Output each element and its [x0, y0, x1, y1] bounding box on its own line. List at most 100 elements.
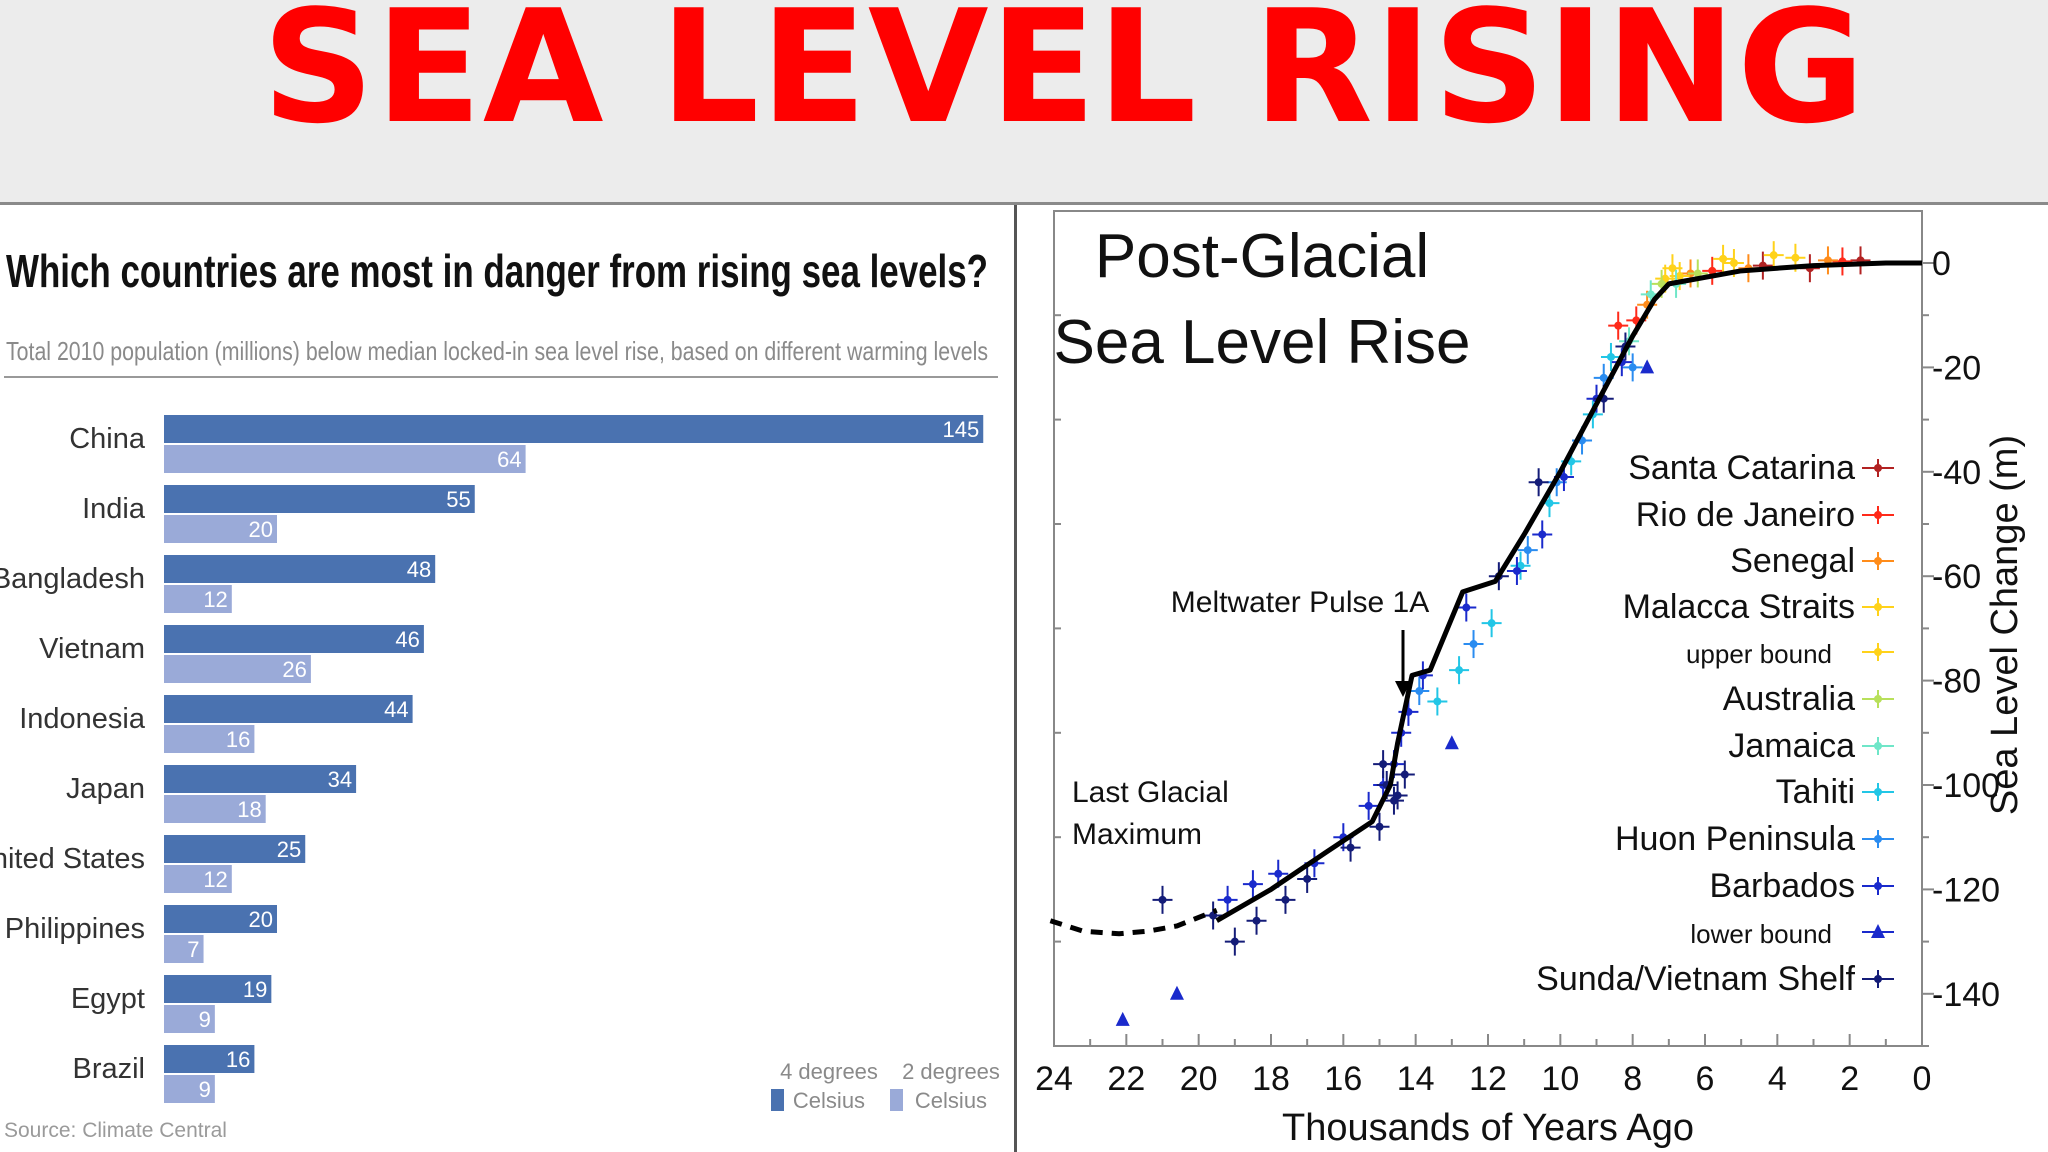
point-sunda-vietnam-shelf: [1340, 833, 1361, 862]
banner-title: SEA LEVEL RISING: [261, 0, 1867, 158]
point-barbados: [1358, 791, 1379, 820]
y-tick-label--60: -60: [1932, 558, 1981, 596]
x-tick-label-14: 14: [1397, 1060, 1435, 1098]
point-sunda-vietnam-shelf: [1528, 468, 1549, 497]
y-tick-label--20: -20: [1932, 349, 1981, 387]
x-tick-label-24: 24: [1035, 1060, 1073, 1098]
legend-label-jamaica: Jamaica: [1728, 727, 1855, 765]
x-tick-label-6: 6: [1696, 1060, 1715, 1098]
bar-bangladesh-2deg: [164, 585, 232, 613]
legend-marker-senegal: [1874, 557, 1882, 565]
point-australia: [1687, 259, 1708, 288]
category-label-china: China: [69, 423, 146, 455]
point-sunda-vietnam-shelf: [1383, 786, 1404, 815]
point-upper-bound: [1662, 254, 1683, 283]
legend-marker-upper-bound: [1874, 648, 1882, 656]
bar-value-indonesia-4deg: 44: [384, 697, 408, 722]
bar-value-egypt-4deg: 19: [243, 977, 267, 1002]
legend-label-barbados: Barbados: [1709, 867, 1855, 905]
legend-label-sunda-vietnam-shelf: Sunda/Vietnam Shelf: [1536, 960, 1855, 998]
x-tick-label-2: 2: [1840, 1060, 1859, 1098]
legend-marker-rio-de-janeiro: [1874, 511, 1882, 519]
point-huon-peninsula: [1517, 536, 1538, 565]
sea-level-curve: [1215, 260, 1922, 923]
point-rio-de-janeiro: [1832, 247, 1853, 276]
category-label-united-states: United States: [0, 843, 145, 875]
x-tick-label-22: 22: [1107, 1060, 1145, 1098]
bar-brazil-2deg: [164, 1075, 215, 1103]
bar-value-india-4deg: 55: [446, 487, 470, 512]
category-label-bangladesh: Bangladesh: [0, 563, 145, 595]
y-tick-label--40: -40: [1932, 454, 1981, 492]
category-label-vietnam: Vietnam: [39, 633, 145, 665]
curve-dashed: [1049, 907, 1218, 937]
category-label-philippines: Philippines: [5, 913, 145, 945]
point-upper-bound: [1713, 244, 1734, 273]
bar-value-philippines-4deg: 20: [249, 907, 273, 932]
bar-value-united-states-4deg: 25: [277, 837, 301, 862]
bar-value-vietnam-2deg: 26: [282, 657, 306, 682]
legend-label-santa-catarina: Santa Catarina: [1628, 449, 1855, 487]
legend-2deg-line1: 2 degrees: [902, 1059, 1000, 1084]
legend-label-malacca-straits: Malacca Straits: [1623, 588, 1855, 626]
x-tick-label-0: 0: [1913, 1060, 1932, 1098]
annotation-lgm-line1: Last Glacial: [1072, 776, 1229, 809]
bar-value-china-4deg: 145: [943, 417, 980, 442]
countries-bar-chart: Which countries are most in danger from …: [0, 245, 1000, 1142]
point-rio-de-janeiro: [1608, 311, 1629, 340]
bar-value-philippines-2deg: 7: [187, 937, 199, 962]
bar-value-brazil-2deg: 9: [199, 1077, 211, 1102]
bar-philippines-4deg: [164, 905, 277, 933]
point-huon-peninsula: [1622, 353, 1643, 382]
point-lower-bound: [1115, 1011, 1130, 1026]
bar-brazil-4deg: [164, 1045, 255, 1073]
legend-marker-lower-bound: [1871, 924, 1885, 938]
point-tahiti: [1449, 656, 1470, 685]
bar-vietnam-2deg: [164, 655, 311, 683]
legend-label-upper-bound: upper bound: [1686, 639, 1832, 669]
x-tick-label-4: 4: [1768, 1060, 1787, 1098]
bar-bangladesh-4deg: [164, 555, 436, 583]
point-lower-bound: [1169, 985, 1184, 1000]
point-rio-de-janeiro: [1702, 256, 1723, 285]
legend-4deg-line1: 4 degrees: [780, 1059, 878, 1084]
legend-marker-sunda-vietnam-shelf: [1874, 975, 1882, 983]
legend-label-huon-peninsula: Huon Peninsula: [1615, 820, 1855, 858]
x-tick-label-12: 12: [1469, 1060, 1507, 1098]
x-tick-label-8: 8: [1623, 1060, 1642, 1098]
x-tick-label-10: 10: [1541, 1060, 1579, 1098]
legend-marker-tahiti: [1874, 788, 1882, 796]
bar-chart-title: Which countries are most in danger from …: [6, 245, 988, 297]
point-huon-peninsula: [1463, 630, 1484, 659]
legend-marker-huon-peninsula: [1874, 835, 1882, 843]
bar-india-2deg: [164, 515, 277, 543]
bar-vietnam-4deg: [164, 625, 424, 653]
x-tick-label-16: 16: [1324, 1060, 1362, 1098]
point-sunda-vietnam-shelf: [1297, 864, 1318, 893]
point-lower-bound: [1444, 735, 1459, 750]
y-tick-label--100: -100: [1932, 767, 2000, 805]
legend-swatch-4deg: [771, 1089, 784, 1111]
y-tick-label--80: -80: [1932, 663, 1981, 701]
y-tick-label-0: 0: [1932, 245, 1951, 283]
bar-value-china-2deg: 64: [497, 447, 521, 472]
legend-2deg-line2: Celsius: [915, 1088, 987, 1113]
point-lower-bound: [1640, 359, 1655, 374]
point-barbados: [1506, 556, 1527, 585]
point-tahiti: [1481, 609, 1502, 638]
countries-bar-chart-panel: Which countries are most in danger from …: [0, 205, 1014, 1152]
bar-value-brazil-4deg: 16: [226, 1047, 250, 1072]
legend-marker-australia: [1874, 695, 1882, 703]
x-axis-label: Thousands of Years Ago: [1282, 1107, 1694, 1149]
x-tick-label-20: 20: [1180, 1060, 1218, 1098]
bar-value-vietnam-4deg: 46: [395, 627, 419, 652]
bar-value-bangladesh-2deg: 12: [203, 587, 227, 612]
point-sunda-vietnam-shelf: [1275, 885, 1296, 914]
bar-philippines-2deg: [164, 935, 204, 963]
bar-legend: 4 degrees Celsius 2 degrees Celsius: [771, 1059, 1000, 1113]
sea-level-rise-chart: 24 22 20 18 16 14 12 10 8 6 4 2 00-20-40-60-80-100-1…: [1035, 210, 2026, 1149]
bar-china-4deg: [164, 415, 984, 443]
point-barbados: [1217, 885, 1238, 914]
category-label-brazil: Brazil: [72, 1053, 145, 1085]
point-tahiti: [1510, 551, 1531, 580]
